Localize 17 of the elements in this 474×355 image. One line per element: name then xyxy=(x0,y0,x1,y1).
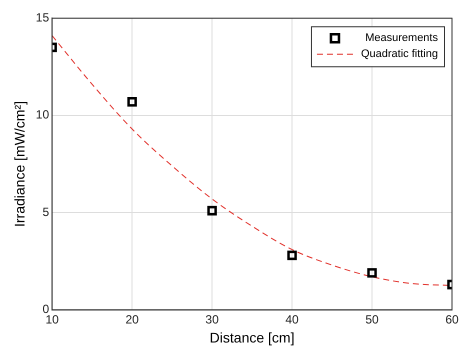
y-tick-label: 5 xyxy=(42,204,50,219)
y-axis-title: Irradiance [mW/cm²] xyxy=(11,100,28,228)
x-tick-label: 20 xyxy=(125,312,140,326)
y-tick-label: 0 xyxy=(42,302,50,316)
x-tick-label: 50 xyxy=(365,312,380,326)
x-tick-label: 60 xyxy=(445,312,459,326)
legend-label: Quadratic fitting xyxy=(360,48,438,60)
point xyxy=(207,206,217,216)
point xyxy=(287,250,297,260)
x-tick-label: 30 xyxy=(205,312,220,326)
point xyxy=(127,97,137,107)
y-tick-label: 10 xyxy=(36,108,50,122)
y-tick-label: 15 xyxy=(36,10,50,25)
x-axis-title: Distance [cm] xyxy=(210,329,294,346)
x-tick-label: 40 xyxy=(285,312,300,326)
legend-label: Measurements xyxy=(365,32,438,44)
point xyxy=(367,268,377,278)
